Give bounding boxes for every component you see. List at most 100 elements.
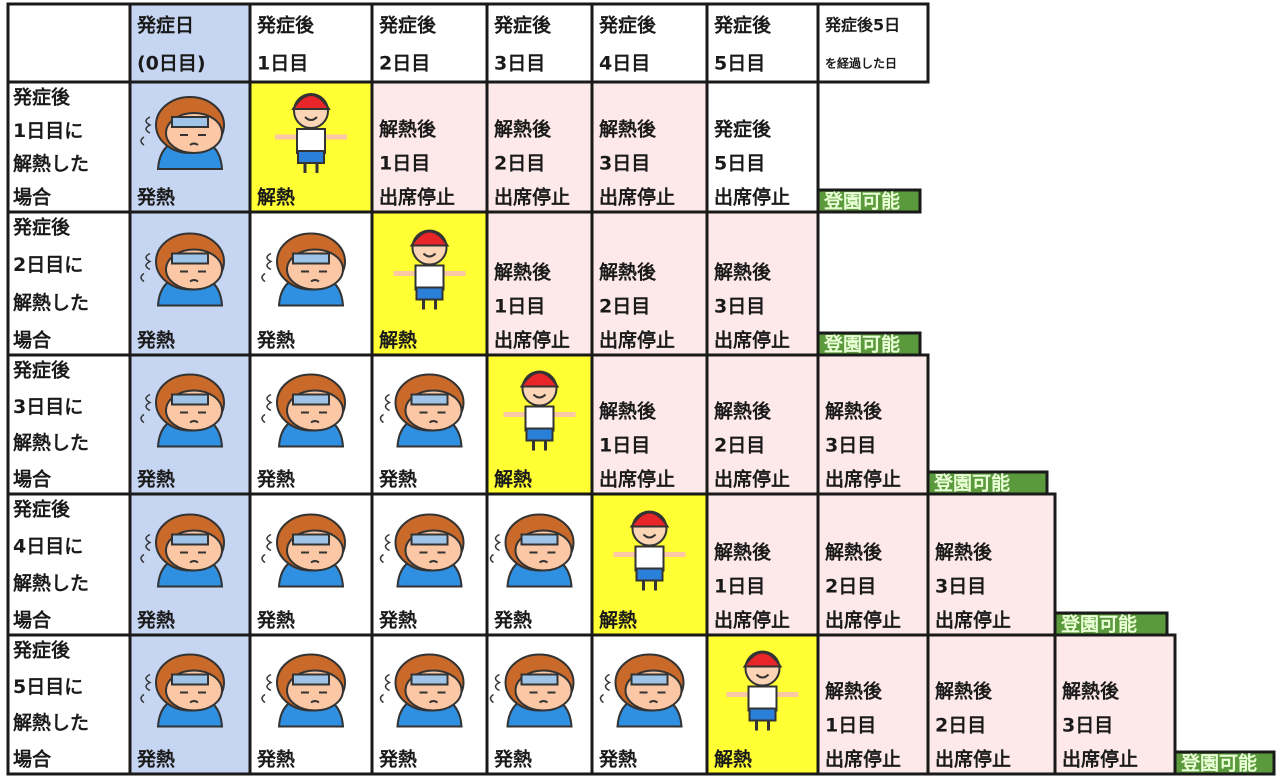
cell-text: 出席停止 bbox=[1062, 748, 1138, 771]
icon bbox=[140, 373, 225, 448]
row-label: 解熱した bbox=[13, 431, 89, 454]
cell-text: 発熱 bbox=[493, 748, 532, 771]
header-cell bbox=[816, 2, 930, 84]
row-label: 4日目に bbox=[13, 536, 83, 558]
icon-cap bbox=[291, 94, 331, 110]
header-cell bbox=[6, 2, 132, 84]
icon bbox=[599, 653, 685, 728]
icon-smile bbox=[532, 393, 547, 399]
cell-text: 解熱 bbox=[257, 186, 295, 209]
cell-text: 解熱 bbox=[494, 468, 532, 491]
icon-towel bbox=[292, 673, 330, 686]
row-label: 解熱した bbox=[13, 152, 89, 175]
row-label: 1日目に bbox=[13, 120, 83, 142]
day-cell bbox=[705, 80, 820, 214]
cell-text: 出席停止 bbox=[714, 468, 790, 491]
cell-text: 発熱 bbox=[256, 609, 295, 632]
icon-swirl bbox=[140, 252, 152, 283]
icon-towel bbox=[292, 252, 330, 265]
icon-eyes bbox=[639, 691, 666, 704]
header-text: 発症後 bbox=[713, 14, 772, 37]
cell-text: 3日目 bbox=[935, 576, 986, 598]
cell-text: 解熱後 bbox=[935, 541, 993, 564]
icon-swirl bbox=[379, 533, 392, 564]
icon-shirt bbox=[296, 128, 326, 154]
cell-text: 出席停止 bbox=[825, 468, 901, 491]
cell-text: 2日目 bbox=[494, 153, 545, 175]
icon-shorts bbox=[635, 567, 664, 582]
header-text: 発症後5日 bbox=[824, 16, 900, 35]
icon-smile bbox=[304, 116, 318, 121]
cell-text: 解熱後 bbox=[599, 118, 657, 141]
icon-swirl bbox=[140, 116, 152, 146]
icon-legs bbox=[303, 163, 319, 173]
icon-smile bbox=[422, 252, 437, 258]
header-text: 発症後 bbox=[256, 14, 315, 37]
icon-towel bbox=[171, 116, 209, 128]
icon-swirl bbox=[261, 673, 273, 704]
header-text: 1日目 bbox=[257, 53, 308, 75]
icon bbox=[140, 653, 225, 728]
icon-eyes bbox=[180, 691, 206, 704]
icon-smile bbox=[642, 533, 657, 539]
row-label: 解熱した bbox=[13, 572, 89, 595]
cell-text: 出席停止 bbox=[935, 748, 1011, 771]
row-label: 場合 bbox=[13, 186, 52, 209]
status-tag-text: 登園可能 bbox=[823, 190, 900, 213]
day-cell bbox=[590, 210, 709, 357]
icon-shorts bbox=[525, 427, 554, 442]
row-label: 発症後 bbox=[12, 639, 71, 662]
header-text: 2日目 bbox=[379, 53, 430, 75]
cell-text: 解熱後 bbox=[599, 400, 657, 423]
cell-text: 出席停止 bbox=[599, 186, 675, 209]
row-label: 発症後 bbox=[12, 216, 71, 239]
icon-legs bbox=[532, 440, 547, 451]
icon-towel bbox=[171, 252, 209, 265]
cell-text: 出席停止 bbox=[825, 748, 901, 771]
cell-text: 出席停止 bbox=[494, 329, 570, 352]
row-label: 場合 bbox=[13, 609, 52, 632]
row-label: 発症後 bbox=[12, 498, 71, 521]
icon-smile bbox=[755, 673, 770, 679]
icon-towel bbox=[630, 673, 669, 686]
icon-towel bbox=[292, 393, 330, 406]
cell-text: 発熱 bbox=[136, 468, 175, 491]
cell-text: 出席停止 bbox=[599, 468, 675, 491]
icon bbox=[379, 373, 465, 448]
cell-text: 出席停止 bbox=[494, 186, 570, 209]
day-cell bbox=[705, 210, 820, 357]
icon-shirt bbox=[747, 685, 778, 712]
day-cell bbox=[1053, 633, 1177, 776]
cell-text: 1日目 bbox=[599, 435, 650, 457]
day-cell bbox=[926, 633, 1057, 776]
icon-shorts bbox=[748, 707, 777, 722]
header-text: 4日目 bbox=[599, 53, 650, 75]
icon bbox=[261, 653, 346, 728]
cell-text: 発熱 bbox=[378, 748, 417, 771]
row-label: 場合 bbox=[13, 748, 52, 771]
header-text: を経過した日 bbox=[825, 56, 897, 71]
icon bbox=[261, 373, 346, 448]
icon-swirl bbox=[599, 673, 612, 704]
row-label-cell bbox=[6, 353, 132, 496]
icon-eyes bbox=[180, 551, 206, 564]
icon-towel bbox=[171, 393, 209, 406]
icon bbox=[379, 653, 465, 728]
cell-text: 出席停止 bbox=[599, 329, 675, 352]
cell-text: 解熱 bbox=[599, 609, 637, 632]
icon-eyes bbox=[419, 411, 446, 424]
cell-text: 解熱後 bbox=[494, 261, 552, 284]
icon bbox=[140, 513, 225, 588]
cell-text: 解熱 bbox=[714, 748, 752, 771]
icon bbox=[379, 513, 465, 588]
row-label: 3日目に bbox=[13, 396, 83, 418]
icon-swirl bbox=[489, 673, 502, 704]
cell-text: 解熱後 bbox=[714, 261, 772, 284]
cell-text: 発熱 bbox=[136, 186, 175, 209]
cell-text: 発熱 bbox=[598, 748, 637, 771]
cell-text: 2日目 bbox=[599, 296, 650, 318]
icon-cap bbox=[742, 651, 783, 668]
cell-text: 解熱後 bbox=[825, 680, 883, 703]
icon-eyes bbox=[180, 411, 206, 424]
icon-towel bbox=[171, 533, 209, 546]
